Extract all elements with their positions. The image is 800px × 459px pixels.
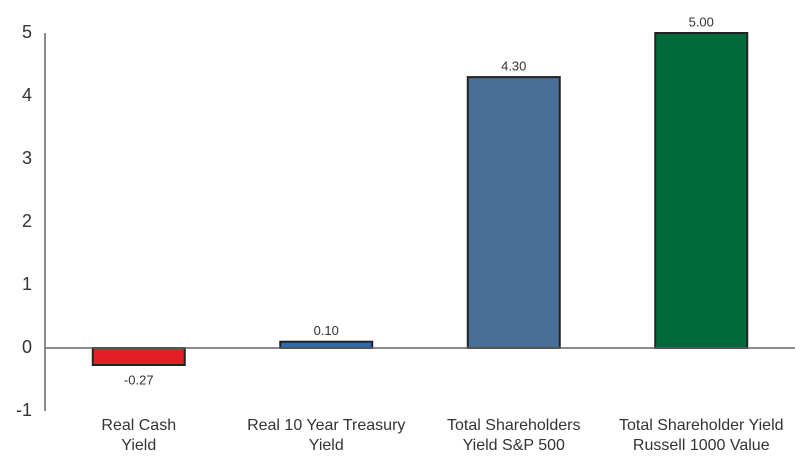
x-tick-label: Yield [309, 437, 344, 454]
x-tick-label: Real 10 Year Treasury [247, 417, 405, 434]
y-tick-label: -1 [16, 400, 32, 420]
y-tick-label: 5 [22, 22, 32, 42]
value-label: 4.30 [501, 59, 526, 74]
value-label: -0.27 [124, 372, 154, 387]
bar [91, 347, 186, 367]
x-tick-label: Yield S&P 500 [463, 437, 565, 454]
value-label: 0.10 [314, 323, 339, 338]
y-tick-label: 0 [22, 337, 32, 357]
value-label: 5.00 [689, 14, 714, 29]
y-tick-label: 4 [22, 85, 32, 105]
x-tick-label: Russell 1000 Value [633, 437, 770, 454]
bar [279, 340, 374, 350]
y-tick-label: 2 [22, 211, 32, 231]
x-tick-label: Real Cash [101, 417, 176, 434]
x-tick-label: Total Shareholders [447, 417, 580, 434]
x-tick-label: Total Shareholder Yield [619, 417, 784, 434]
y-tick-label: 3 [22, 148, 32, 168]
bar [654, 32, 749, 349]
x-tick-label: Yield [121, 437, 156, 454]
y-tick-label: 1 [22, 274, 32, 294]
bar [466, 76, 561, 349]
